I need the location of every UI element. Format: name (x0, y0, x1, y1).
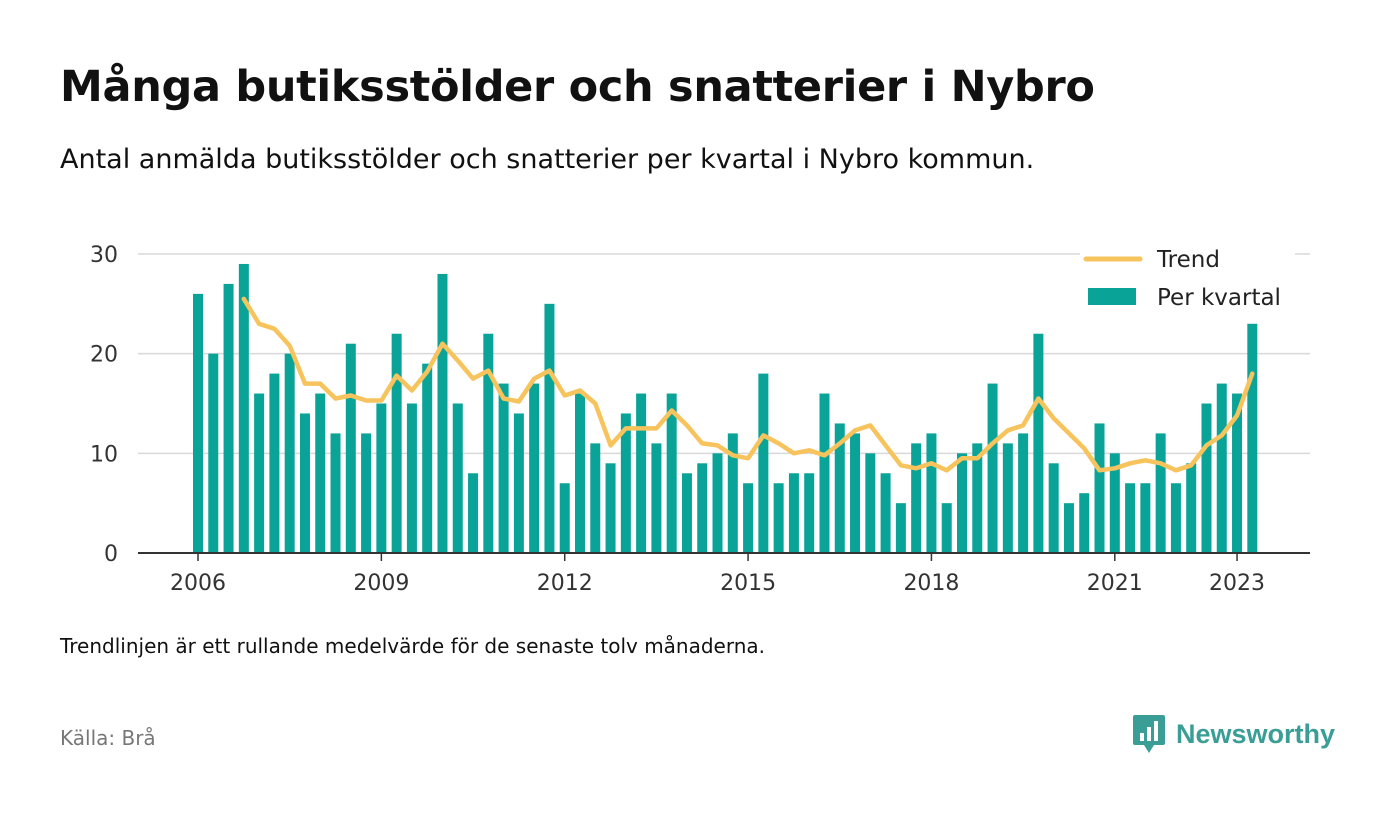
x-tick-label: 2018 (903, 571, 959, 596)
bar (468, 473, 479, 553)
bar (1048, 463, 1059, 553)
bar (1079, 493, 1090, 553)
bar (666, 393, 677, 553)
bar (269, 373, 280, 553)
bar (895, 503, 906, 553)
bar-series (193, 263, 1258, 553)
bar (437, 273, 448, 553)
bar (1186, 463, 1197, 553)
bar (529, 383, 540, 553)
bar (330, 433, 341, 553)
brand-logo: Newsworthy (1132, 712, 1335, 756)
bar (727, 433, 738, 553)
x-tick-label: 2023 (1209, 571, 1265, 596)
bar (559, 483, 570, 553)
bar (284, 353, 295, 553)
bar (941, 503, 952, 553)
bar (620, 413, 631, 553)
bar (1140, 483, 1151, 553)
bar (1033, 333, 1044, 553)
bar (819, 393, 830, 553)
axes: 0 10 20 30 2006 2009 2012 2015 2018 2021 2023 (90, 243, 1310, 596)
bar (1216, 383, 1227, 553)
bar (1094, 423, 1105, 553)
legend-bar-swatch (1088, 288, 1136, 305)
trend-line (241, 296, 1255, 473)
footnote: Trendlinjen är ett rullande medelvärde f… (60, 634, 766, 658)
bar (223, 283, 234, 553)
bar (865, 453, 876, 553)
bar (1063, 503, 1074, 553)
bar (422, 363, 433, 553)
bar (208, 353, 219, 553)
bar (834, 423, 845, 553)
trend-series (241, 296, 1255, 473)
bar (972, 443, 983, 553)
bar (1247, 323, 1258, 553)
bar (238, 263, 249, 553)
bar (850, 433, 861, 553)
bar (590, 443, 601, 553)
bar (697, 463, 708, 553)
bar (315, 393, 326, 553)
bar (605, 463, 616, 553)
bar (391, 333, 402, 553)
bar (1125, 483, 1136, 553)
bar (1201, 403, 1212, 553)
x-tick-label: 2006 (170, 571, 226, 596)
bar (345, 343, 356, 553)
x-tick-label: 2021 (1087, 571, 1143, 596)
bar (880, 473, 891, 553)
x-tick-label: 2015 (720, 571, 776, 596)
bar (1155, 433, 1166, 553)
bar (636, 393, 647, 553)
bar (193, 293, 203, 553)
bar (299, 413, 310, 553)
x-tick-label: 2009 (353, 571, 409, 596)
bar (1002, 443, 1013, 553)
bar (773, 483, 784, 553)
bar (957, 453, 967, 553)
newsworthy-logo-icon (1133, 715, 1165, 753)
chart-svg: 0 10 20 30 2006 2009 2012 2015 2018 2021 2023 Tren… (90, 238, 1310, 596)
bar (758, 373, 769, 553)
x-tick-label: 2012 (537, 571, 593, 596)
bar (544, 303, 555, 553)
bar (406, 403, 417, 553)
bar (254, 393, 265, 553)
bar (743, 483, 754, 553)
legend-trend-label: Trend (1156, 247, 1220, 273)
bar (1018, 433, 1029, 553)
bar (911, 443, 922, 553)
bar (804, 473, 815, 553)
chart-subtitle: Antal anmälda butiksstölder och snatteri… (60, 144, 1035, 175)
bar (452, 403, 463, 553)
y-tick-label: 0 (104, 542, 118, 567)
brand-name: Newsworthy (1176, 718, 1336, 749)
y-tick-label: 20 (90, 343, 118, 368)
bar (1109, 453, 1120, 553)
bar (651, 443, 662, 553)
bar (513, 413, 524, 553)
bar (498, 383, 509, 553)
bar (575, 393, 585, 553)
bar (987, 383, 998, 553)
legend-bar-label: Per kvartal (1157, 285, 1281, 311)
bar (926, 433, 937, 553)
bar (376, 403, 387, 553)
source-text: Källa: Brå (60, 726, 156, 750)
legend: Trend Per kvartal (1080, 238, 1295, 318)
bar (1232, 393, 1243, 553)
bar (788, 473, 799, 553)
bar (1170, 483, 1181, 553)
chart-title: Många butiksstölder och snatterier i Nyb… (60, 62, 1095, 112)
bar (712, 453, 723, 553)
bar (681, 473, 692, 553)
y-tick-label: 10 (90, 442, 118, 467)
bar (361, 433, 372, 553)
y-tick-label: 30 (90, 243, 118, 268)
bar (483, 333, 494, 553)
